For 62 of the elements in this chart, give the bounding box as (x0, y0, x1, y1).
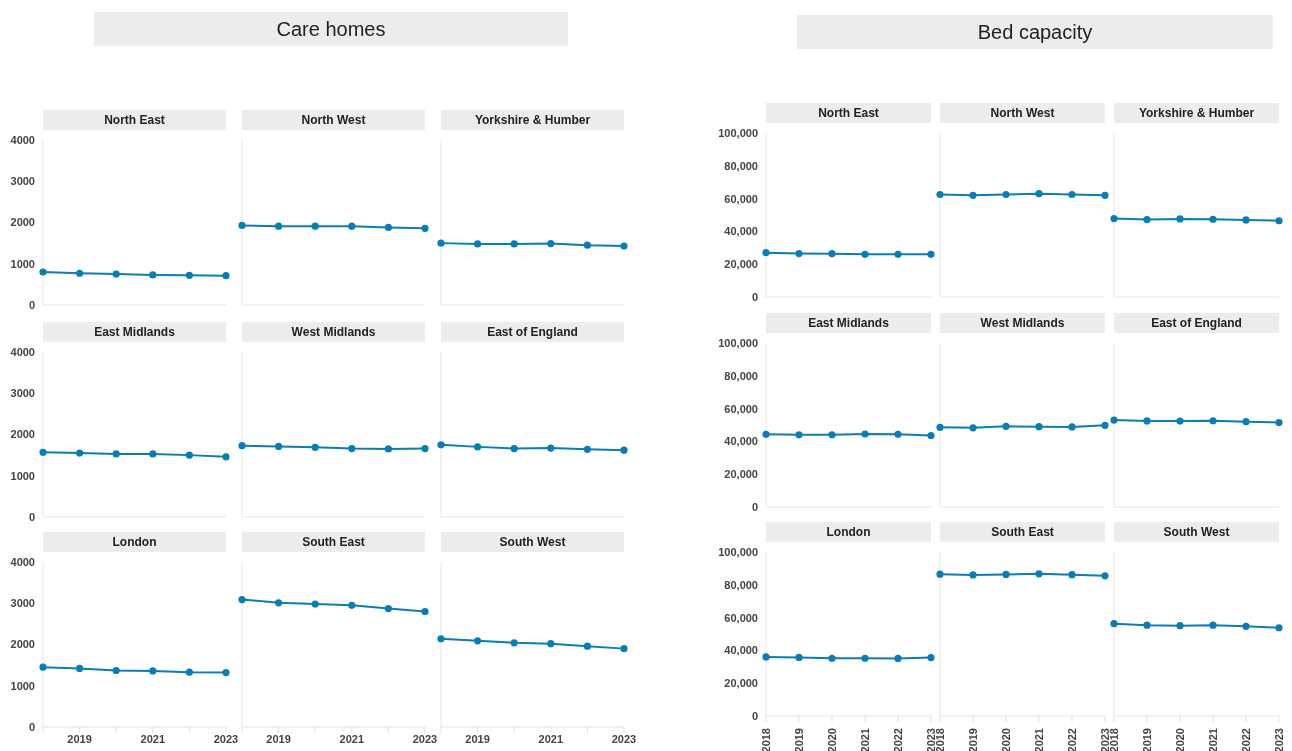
chart-title: East Midlands (766, 313, 931, 333)
x-tick-label: 2021 (538, 732, 564, 745)
chart-title: North West (242, 110, 425, 130)
y-tick-label: 100,000 (718, 126, 758, 139)
y-tick-label: 0 (28, 298, 35, 311)
chart-title: London (43, 532, 226, 552)
y-tick-label: 0 (751, 290, 758, 303)
y-tick-label: 80,000 (724, 369, 758, 382)
y-tick-label: 60,000 (724, 402, 758, 415)
chart-title: South East (242, 532, 425, 552)
text: Bed capacity (797, 15, 1273, 49)
y-tick-label: 2000 (10, 638, 35, 651)
y-tick-label: 20,000 (724, 468, 758, 481)
y-tick-label: 40,000 (724, 225, 758, 238)
y-tick-label: 80,000 (724, 159, 758, 172)
y-tick-label: 100,000 (718, 336, 758, 349)
x-tick-label: 2019 (67, 732, 92, 745)
chart-title: South West (441, 532, 624, 552)
y-tick-label: 0 (28, 510, 35, 523)
y-tick-label: 4000 (10, 133, 35, 146)
y-tick-label: 4000 (10, 345, 35, 358)
y-tick-label: 40,000 (724, 644, 758, 657)
x-tick-label: 2021 (339, 732, 365, 745)
y-tick-label: 60,000 (724, 192, 758, 205)
text: Care homes (94, 12, 568, 46)
y-tick-label: 3000 (10, 175, 35, 188)
y-tick-label: 100,000 (718, 545, 758, 558)
chart-title: North West (940, 103, 1105, 123)
x-tick-label: 2019 (465, 732, 490, 745)
y-tick-label: 1000 (10, 679, 35, 692)
y-tick-label: 80,000 (724, 578, 758, 591)
y-tick-label: 2000 (10, 216, 35, 229)
y-tick-label: 1000 (10, 469, 35, 482)
x-tick-label: 2023 (412, 732, 438, 745)
chart-title: South East (940, 522, 1105, 542)
x-tick-label: 2023 (213, 732, 239, 745)
y-tick-label: 2000 (10, 428, 35, 441)
chart-title: Yorkshire & Humber (441, 110, 624, 130)
chart-title: East of England (1114, 313, 1279, 333)
y-tick-label: 40,000 (724, 435, 758, 448)
y-tick-label: 20,000 (724, 677, 758, 690)
x-tick-label: 2021 (140, 732, 166, 745)
y-tick-label: 3000 (10, 597, 35, 610)
chart-title: South West (1114, 522, 1279, 542)
y-tick-label: 60,000 (724, 611, 758, 624)
chart-title: North East (766, 103, 931, 123)
y-tick-label: 3000 (10, 387, 35, 400)
chart-title: West Midlands (940, 313, 1105, 333)
y-tick-label: 4000 (10, 555, 35, 568)
y-tick-label: 0 (28, 720, 35, 733)
y-tick-label: 0 (751, 500, 758, 513)
chart-title: London (766, 522, 931, 542)
chart-title: East Midlands (43, 322, 226, 342)
chart-title: East of England (441, 322, 624, 342)
x-tick-label: 2019 (266, 732, 291, 745)
chart-title: West Midlands (242, 322, 425, 342)
chart-title: North East (43, 110, 226, 130)
y-tick-label: 1000 (10, 257, 35, 270)
y-tick-label: 0 (751, 709, 758, 722)
x-tick-label: 2023 (611, 732, 637, 745)
chart-title: Yorkshire & Humber (1114, 103, 1279, 123)
y-tick-label: 20,000 (724, 258, 758, 271)
